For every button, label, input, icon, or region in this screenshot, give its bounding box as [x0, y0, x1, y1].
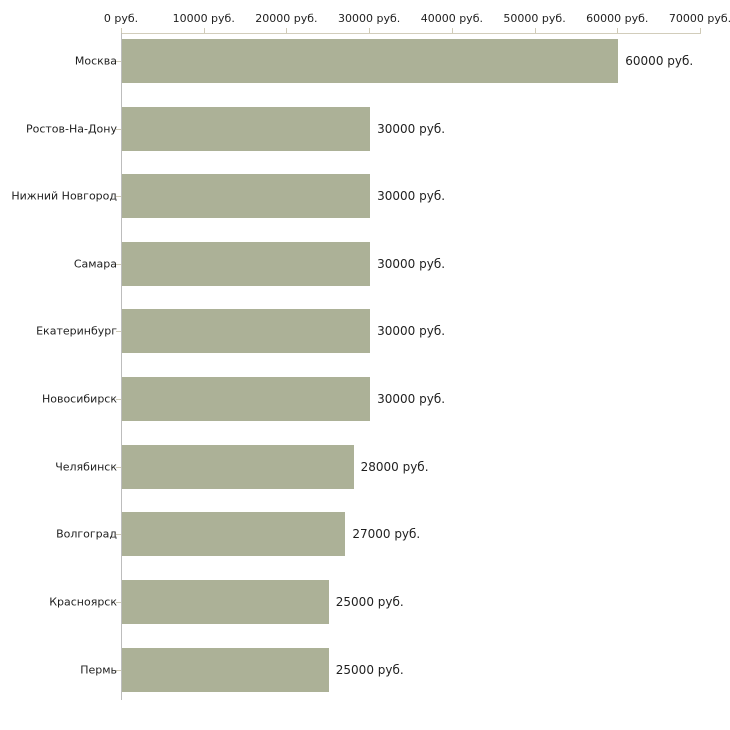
x-tick: [700, 28, 701, 33]
x-tick-label: 60000 руб.: [586, 12, 649, 25]
value-label: 25000 руб.: [335, 594, 404, 609]
value-label: 30000 руб.: [377, 256, 446, 271]
x-tick: [369, 28, 371, 33]
bar: [122, 444, 354, 489]
x-tick-label: 70000 руб.: [668, 12, 730, 25]
y-axis-line: [121, 33, 122, 700]
x-tick: [286, 28, 288, 33]
y-tick: [116, 399, 121, 401]
category-label: Красноярск: [49, 595, 117, 609]
value-label: 30000 руб.: [377, 324, 446, 339]
bar: [122, 309, 371, 354]
y-tick: [116, 61, 121, 62]
x-tick: [617, 28, 619, 33]
category-label: Нижний Новгород: [11, 189, 117, 203]
y-tick: [116, 534, 121, 536]
bar: [122, 512, 346, 557]
value-label: 25000 руб.: [335, 662, 404, 677]
bar: [122, 647, 329, 692]
value-label: 30000 руб.: [377, 121, 446, 136]
category-label: Новосибирск: [41, 392, 117, 406]
category-label: Самара: [73, 257, 117, 271]
y-tick: [116, 466, 121, 468]
x-tick-label: 0 руб.: [103, 12, 139, 25]
category-label: Екатеринбург: [36, 324, 117, 338]
x-tick: [203, 28, 205, 33]
y-tick: [116, 128, 121, 130]
bar: [122, 106, 371, 151]
y-tick: [116, 601, 121, 603]
value-label: 30000 руб.: [377, 392, 446, 407]
bar: [122, 579, 329, 624]
x-tick: [451, 28, 453, 33]
value-label: 27000 руб.: [352, 527, 421, 542]
x-tick: [121, 28, 122, 33]
x-tick-label: 30000 руб.: [338, 12, 401, 25]
bar: [122, 174, 371, 219]
value-label: 60000 руб.: [625, 54, 694, 68]
bar: [122, 241, 371, 286]
bar: [122, 39, 619, 83]
category-label: Ростов-На-Дону: [25, 122, 117, 136]
value-label: 30000 руб.: [377, 189, 446, 204]
bar: [122, 377, 371, 422]
x-axis-line: [121, 33, 701, 34]
category-label: Москва: [74, 54, 117, 68]
x-tick-label: 40000 руб.: [420, 12, 483, 25]
y-tick: [116, 331, 121, 333]
category-label: Челябинск: [55, 460, 117, 474]
x-tick: [534, 28, 536, 33]
x-tick-label: 10000 руб.: [172, 12, 235, 25]
y-tick: [116, 196, 121, 198]
y-tick: [116, 669, 121, 671]
category-label: Волгоград: [56, 527, 117, 541]
value-label: 28000 руб.: [360, 459, 429, 474]
category-label: Пермь: [80, 663, 117, 677]
x-tick-label: 50000 руб.: [503, 12, 566, 25]
y-tick: [116, 263, 121, 265]
x-tick-label: 20000 руб.: [255, 12, 318, 25]
